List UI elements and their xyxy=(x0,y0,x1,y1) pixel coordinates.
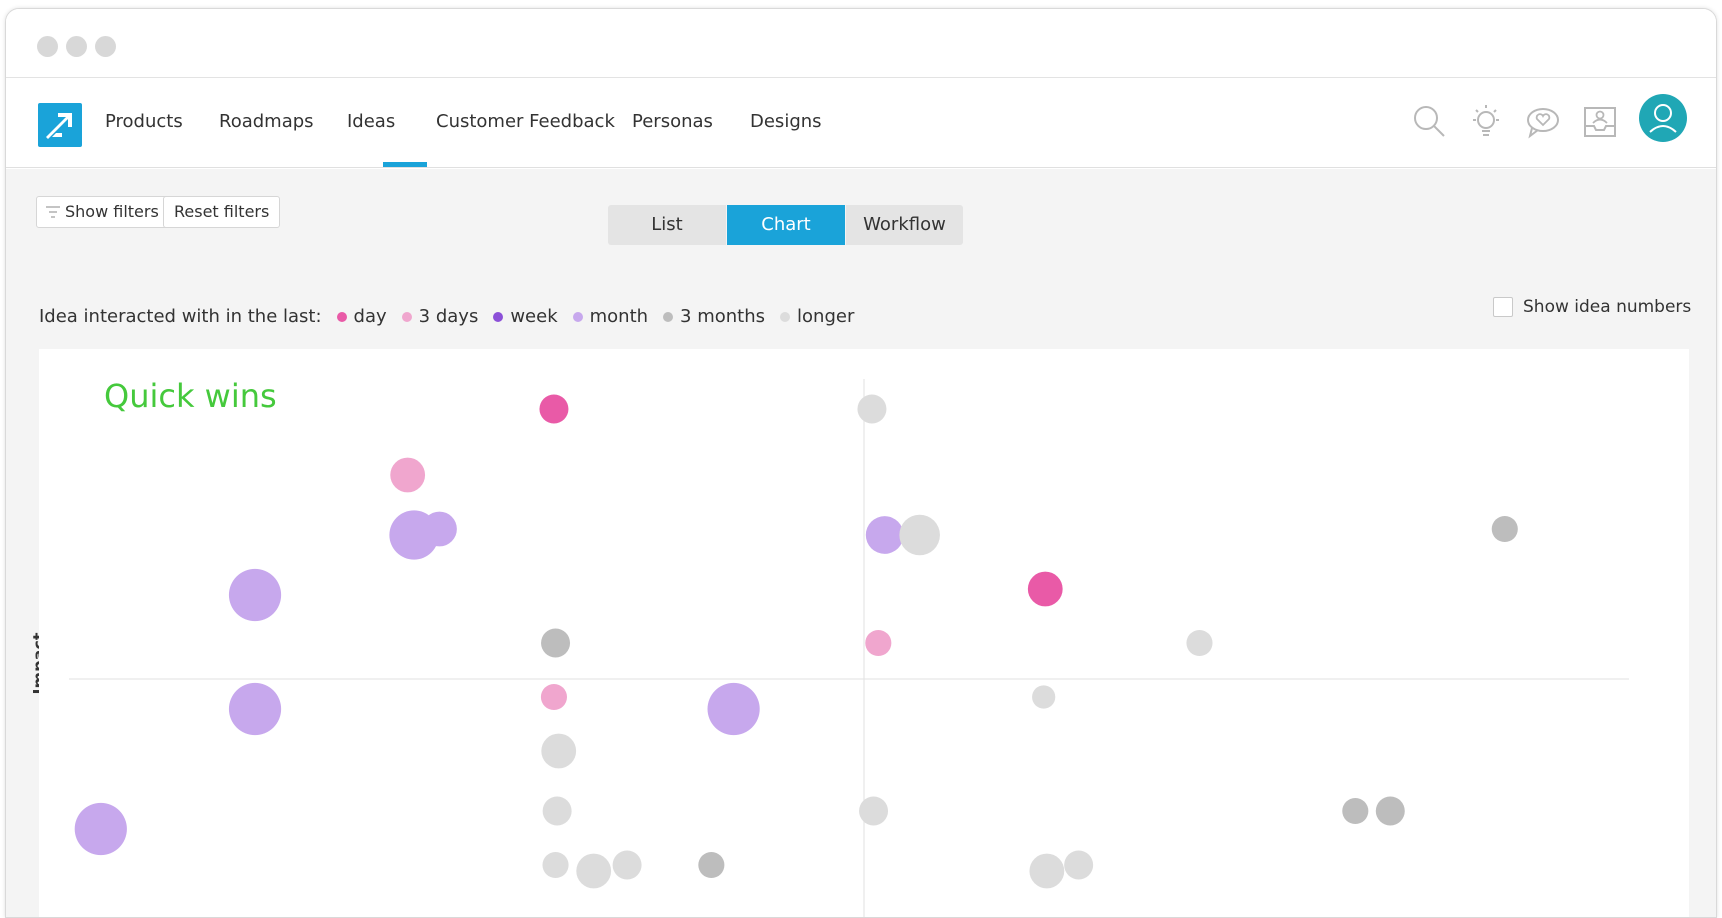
idea-bubble[interactable] xyxy=(390,457,426,493)
legend-item-day: day xyxy=(322,306,387,327)
legend-item-3-months: 3 months xyxy=(648,306,765,327)
nav-customer-feedback[interactable]: Customer Feedback xyxy=(436,111,615,132)
idea-bubble[interactable] xyxy=(541,733,577,769)
idea-bubble[interactable] xyxy=(1032,685,1056,709)
legend-dot xyxy=(663,311,674,322)
idea-bubble[interactable] xyxy=(612,850,642,880)
window-close-button[interactable] xyxy=(37,36,58,57)
idea-bubble[interactable] xyxy=(1064,850,1094,880)
idea-bubble[interactable] xyxy=(865,516,904,554)
lightbulb-icon[interactable] xyxy=(1466,102,1506,142)
user-icon xyxy=(1649,104,1677,133)
window-minimize-button[interactable] xyxy=(66,36,87,57)
idea-bubble[interactable] xyxy=(1186,629,1213,657)
legend-dot xyxy=(336,311,347,322)
arrow-logo-icon xyxy=(46,113,72,139)
legend-item-month: month xyxy=(558,306,648,327)
tab-workflow[interactable]: Workflow xyxy=(846,205,963,245)
legend-item-3-days: 3 days xyxy=(387,306,479,327)
legend-label: 3 days xyxy=(418,306,479,327)
nav-products[interactable]: Products xyxy=(105,111,183,132)
nav-designs[interactable]: Designs xyxy=(750,111,822,132)
idea-bubble[interactable] xyxy=(539,394,569,424)
idea-bubble[interactable] xyxy=(1375,796,1405,826)
app-window: Products Roadmaps Ideas Customer Feedbac… xyxy=(5,8,1717,918)
legend-dot xyxy=(401,311,412,322)
search-icon[interactable] xyxy=(1410,102,1450,142)
top-navigation: Products Roadmaps Ideas Customer Feedbac… xyxy=(6,78,1716,168)
nav-personas[interactable]: Personas xyxy=(632,111,713,132)
impact-effort-chart: Quick wins xyxy=(39,349,1689,917)
ideas-content: Show filters Reset filters List Chart Wo… xyxy=(6,169,1716,917)
idea-bubble[interactable] xyxy=(541,628,571,658)
scatter-plot xyxy=(69,379,1629,917)
legend-item-week: week xyxy=(478,306,558,327)
idea-bubble[interactable] xyxy=(857,394,887,424)
nav-roadmaps[interactable]: Roadmaps xyxy=(219,111,314,132)
legend-dot xyxy=(493,311,504,322)
show-filters-button[interactable]: Show filters xyxy=(36,196,170,228)
active-nav-indicator xyxy=(383,162,427,167)
idea-bubble[interactable] xyxy=(540,683,567,711)
idea-bubble[interactable] xyxy=(1027,571,1063,607)
idea-bubble[interactable] xyxy=(422,511,457,547)
legend-dot xyxy=(572,311,583,322)
idea-bubble[interactable] xyxy=(899,514,940,556)
idea-bubble[interactable] xyxy=(1342,797,1369,825)
legend-prefix: Idea interacted with in the last: xyxy=(39,306,322,327)
legend-label: month xyxy=(589,306,649,327)
nav-ideas[interactable]: Ideas xyxy=(347,111,396,132)
legend-label: week xyxy=(510,306,558,327)
inbox-user-icon[interactable] xyxy=(1580,102,1620,142)
idea-bubble[interactable] xyxy=(859,796,889,826)
window-maximize-button[interactable] xyxy=(95,36,116,57)
reset-filters-button[interactable]: Reset filters xyxy=(163,196,281,228)
show-idea-numbers-checkbox[interactable] xyxy=(1493,297,1513,317)
idea-bubble[interactable] xyxy=(1029,853,1065,889)
user-avatar[interactable] xyxy=(1639,94,1687,142)
idea-bubble[interactable] xyxy=(865,629,892,657)
show-idea-numbers-label: Show idea numbers xyxy=(1523,297,1692,317)
legend-dot xyxy=(780,311,791,322)
activity-legend: Idea interacted with in the last: day 3 … xyxy=(39,306,854,327)
show-idea-numbers-toggle[interactable]: Show idea numbers xyxy=(1493,297,1691,317)
quadrant-label-quick-wins: Quick wins xyxy=(104,377,277,415)
idea-bubble[interactable] xyxy=(228,568,282,622)
legend-label: longer xyxy=(797,306,855,327)
idea-bubble[interactable] xyxy=(542,851,569,879)
tab-chart[interactable]: Chart xyxy=(727,205,845,245)
idea-bubble[interactable] xyxy=(228,682,282,736)
legend-label: day xyxy=(353,306,387,327)
legend-label: 3 months xyxy=(680,306,766,327)
tab-list[interactable]: List xyxy=(608,205,726,245)
idea-bubble[interactable] xyxy=(576,853,612,889)
idea-bubble[interactable] xyxy=(707,682,760,736)
idea-bubble[interactable] xyxy=(542,796,572,826)
title-bar xyxy=(6,9,1716,78)
chat-heart-icon[interactable] xyxy=(1523,102,1563,142)
legend-item-longer: longer xyxy=(765,306,854,327)
idea-bubble[interactable] xyxy=(698,851,725,879)
filter-icon xyxy=(46,206,60,218)
idea-bubble[interactable] xyxy=(1491,515,1518,543)
idea-bubble[interactable] xyxy=(74,802,127,856)
app-logo[interactable] xyxy=(38,103,82,147)
show-filters-label: Show filters xyxy=(65,202,159,221)
